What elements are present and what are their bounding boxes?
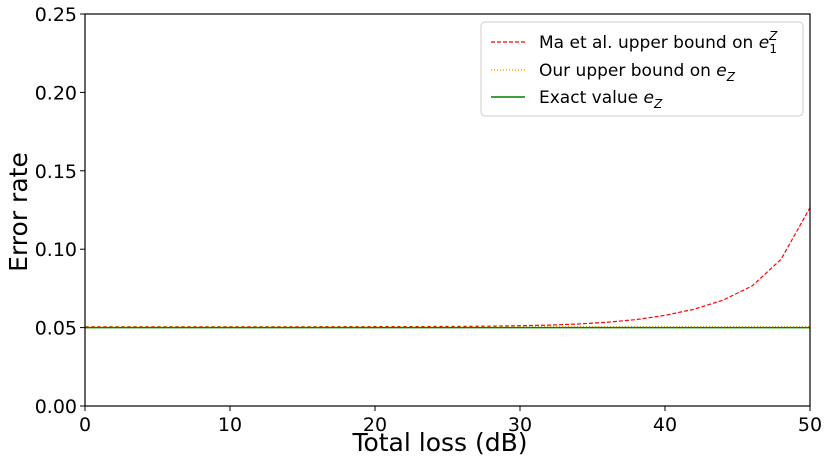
ticks-layer: 0 10 20 30 40 50 0.00 0.05 0.10 0.15 0.20 0.25 (35, 4, 822, 436)
plot-frame (84, 13, 811, 407)
legend-math-ma-sub: 1 (769, 42, 777, 56)
legend-text-our-bound: Our upper bound on (539, 61, 716, 81)
y-tick-label: 0.25 (35, 4, 77, 26)
legend-entry-ma-bound: Ma et al. upper bound on eZ 1 (539, 29, 778, 56)
legend-entry-exact: Exact value eZ (539, 88, 663, 111)
y-tick-label: 0.05 (35, 318, 77, 340)
x-tick-label: 20 (363, 414, 387, 436)
x-tick-label: 30 (508, 414, 532, 436)
y-tick-label: 0.00 (35, 396, 77, 418)
y-axis-label: Error rate (4, 152, 33, 272)
x-tick-label: 50 (798, 414, 822, 436)
legend-math-our-base: e (716, 61, 726, 81)
legend-math-exact-sub: Z (653, 97, 663, 111)
x-axis-label: Total loss (dB) (351, 428, 527, 457)
legend: Ma et al. upper bound on eZ 1 Our upper b… (480, 21, 804, 117)
legend-math-ma-sup: Z (768, 29, 778, 43)
series-line-0 (85, 207, 811, 328)
y-tick-label: 0.10 (35, 239, 77, 261)
x-tick-label: 40 (653, 414, 677, 436)
series-layer (85, 207, 811, 329)
legend-text-exact: Exact value (539, 88, 643, 108)
legend-math-our-sub: Z (726, 70, 736, 84)
legend-entry-our-bound: Our upper bound on eZ (539, 61, 736, 84)
x-tick-label: 10 (218, 414, 242, 436)
legend-text-ma-bound: Ma et al. upper bound on (539, 33, 759, 53)
y-tick-label: 0.15 (35, 161, 77, 183)
x-tick-label: 0 (79, 414, 91, 436)
legend-math-exact-base: e (643, 88, 653, 108)
legend-box (480, 21, 804, 117)
y-tick-label: 0.20 (35, 82, 77, 104)
legend-math-ma-base: e (759, 33, 769, 53)
